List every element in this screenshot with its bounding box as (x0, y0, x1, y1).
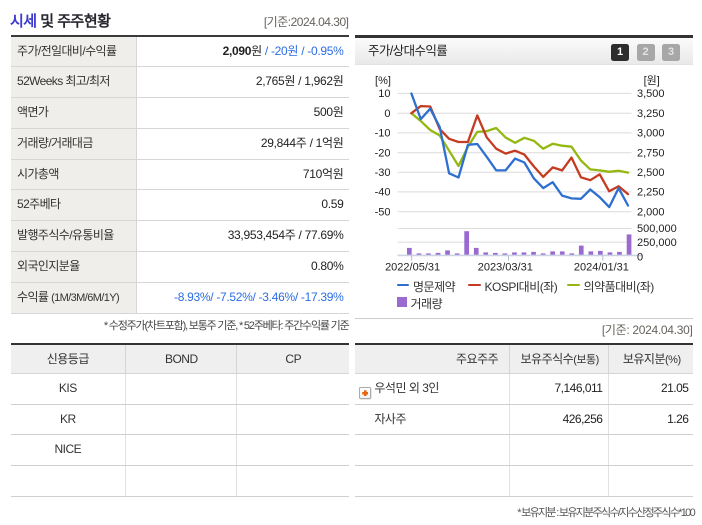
svg-text:2023/03/31: 2023/03/31 (478, 261, 533, 273)
svg-text:-20: -20 (375, 148, 391, 160)
svg-text:3,500: 3,500 (637, 88, 665, 100)
svg-text:250,000: 250,000 (637, 237, 677, 249)
svg-text:500,000: 500,000 (637, 223, 677, 235)
svg-text:2,000: 2,000 (637, 207, 665, 219)
svg-text:0: 0 (384, 108, 390, 120)
svg-text:-50: -50 (375, 207, 391, 219)
svg-text:[원]: [원] (644, 74, 660, 87)
svg-text:2,500: 2,500 (637, 167, 665, 179)
svg-text:3,250: 3,250 (637, 108, 665, 120)
svg-text:-40: -40 (375, 187, 391, 199)
svg-text:2022/05/31: 2022/05/31 (385, 261, 440, 273)
svg-text:2,750: 2,750 (637, 148, 665, 160)
svg-text:2024/01/31: 2024/01/31 (574, 261, 629, 273)
svg-text:0: 0 (637, 251, 643, 263)
svg-text:2,250: 2,250 (637, 187, 665, 199)
svg-text:3,000: 3,000 (637, 128, 665, 140)
svg-text:-30: -30 (375, 167, 391, 179)
svg-text:10: 10 (378, 88, 390, 100)
svg-text:[%]: [%] (375, 75, 391, 87)
svg-text:-10: -10 (375, 128, 391, 140)
